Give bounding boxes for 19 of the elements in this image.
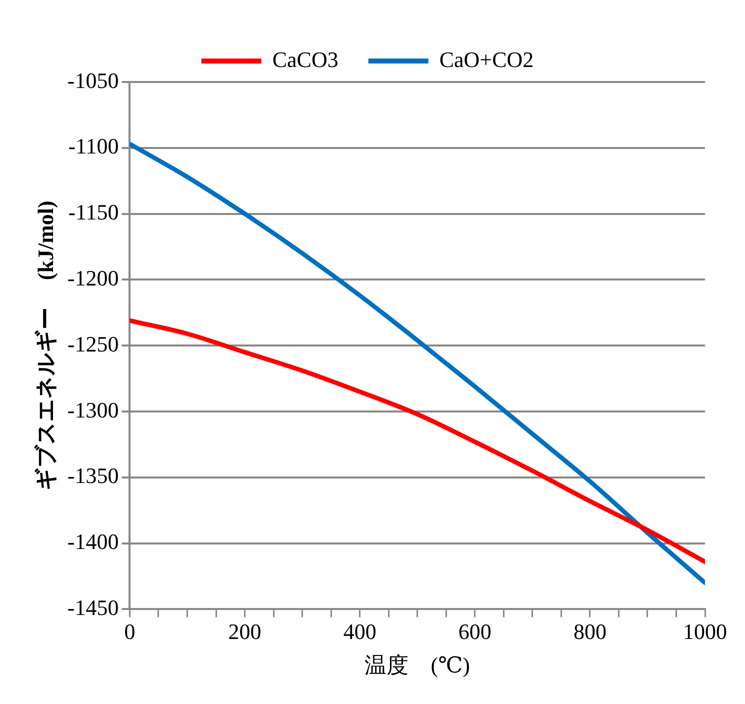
x-tick-label: 200 [228, 619, 262, 644]
y-tick-label: -1450 [67, 594, 119, 620]
legend-label: CaCO3 [272, 46, 338, 72]
y-tick-label: -1400 [67, 529, 119, 554]
y-tick-label: -1300 [67, 397, 119, 422]
x-tick-label: 600 [458, 619, 492, 644]
y-tick-label: -1050 [67, 68, 119, 93]
x-tick-label: 800 [573, 619, 606, 644]
y-tick-label: -1100 [68, 134, 119, 159]
y-tick-label: -1200 [67, 265, 119, 290]
x-axis-title: 温度 (℃) [364, 652, 470, 678]
x-tick-label: 0 [124, 619, 136, 644]
x-tick-label: 1000 [683, 619, 727, 644]
x-tick-label: 400 [343, 619, 376, 644]
y-tick-label: -1150 [68, 200, 119, 225]
y-tick-label: -1250 [67, 331, 119, 356]
y-tick-label: -1350 [67, 463, 119, 488]
y-axis-title: ギブスエネルギー (kJ/mol) [32, 200, 58, 491]
legend-label: CaO+CO2 [439, 46, 534, 72]
